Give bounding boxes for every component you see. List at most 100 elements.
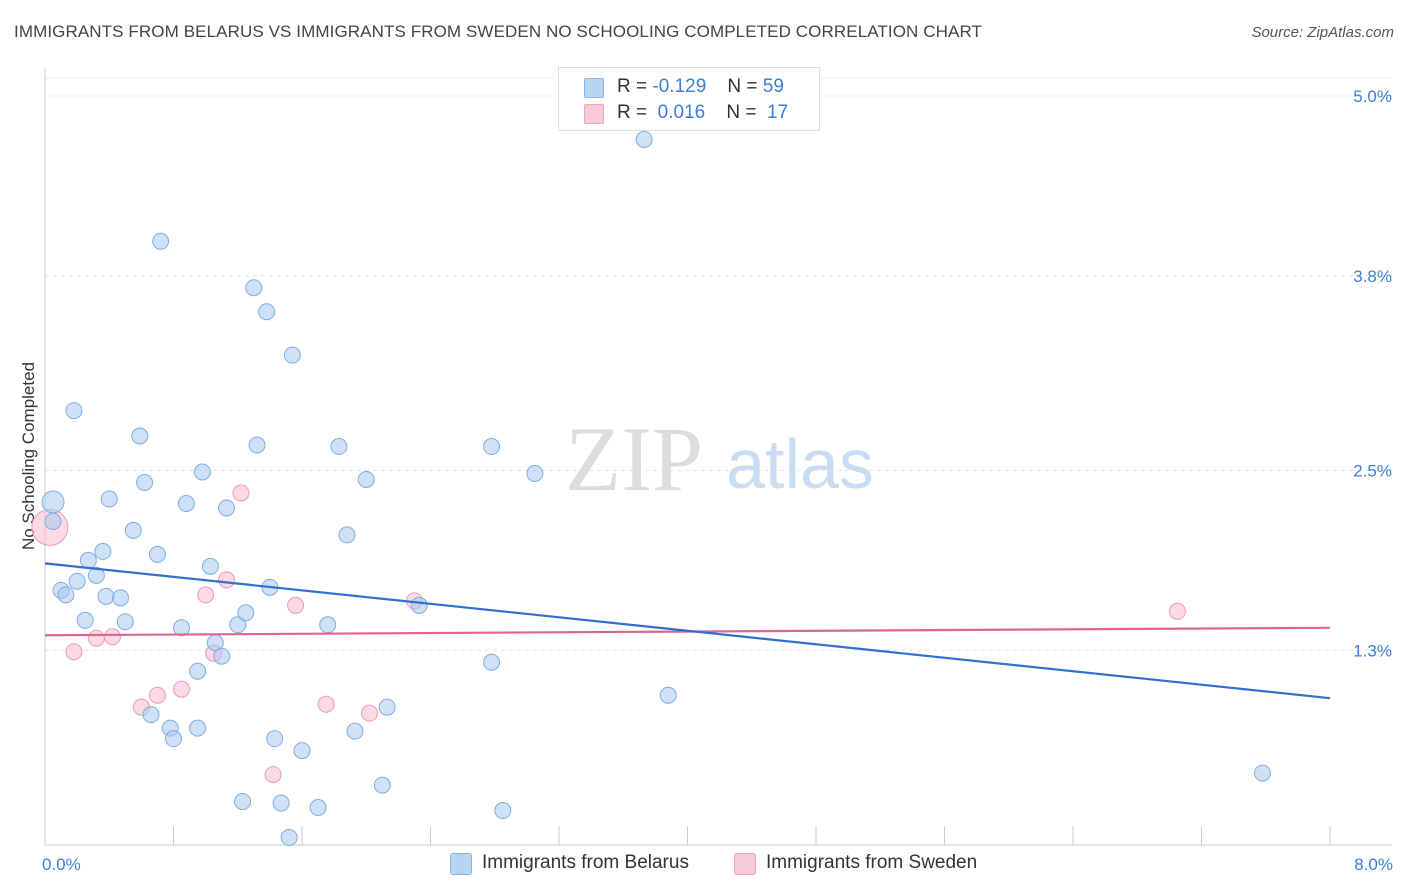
x-tick-label: 8.0% <box>1354 855 1393 874</box>
watermark-zip: ZIP <box>565 408 703 510</box>
series-label-sweden: Immigrants from Sweden <box>766 852 978 873</box>
belarus-point <box>173 619 191 637</box>
belarus-point <box>266 730 284 748</box>
belarus-point <box>338 526 356 544</box>
belarus-point <box>346 722 364 740</box>
belarus-point <box>635 130 653 148</box>
chart-title: IMMIGRANTS FROM BELARUS VS IMMIGRANTS FR… <box>14 22 983 41</box>
belarus-point <box>44 512 62 530</box>
sweden-point <box>173 680 191 698</box>
sweden-point <box>148 686 166 704</box>
belarus-point <box>189 662 207 680</box>
belarus-point <box>142 706 160 724</box>
y-tick-label: 5.0% <box>1353 87 1392 106</box>
belarus-point <box>272 794 290 812</box>
trend-line-belarus <box>44 562 1331 700</box>
legend-n-value: 17 <box>767 102 789 123</box>
legend-r-label: R = <box>617 76 648 97</box>
y-axis-label: No Schooling Completed <box>19 362 38 550</box>
belarus-point <box>357 470 375 488</box>
belarus-point <box>526 464 544 482</box>
belarus-point <box>193 463 211 481</box>
belarus-point <box>1254 764 1272 782</box>
belarus-point <box>494 802 512 820</box>
axes <box>44 68 1392 846</box>
legend-swatch-sweden <box>584 104 604 124</box>
belarus-point <box>378 698 396 716</box>
watermark-atlas: atlas <box>726 425 874 503</box>
belarus-point <box>65 402 83 420</box>
belarus-point <box>136 473 154 491</box>
legend-swatch-belarus <box>584 78 604 98</box>
sweden-point <box>65 643 83 661</box>
belarus-point <box>148 545 166 563</box>
belarus-point <box>116 613 134 631</box>
legend-n-value: 59 <box>762 76 784 97</box>
belarus-point <box>57 586 75 604</box>
belarus-point <box>483 438 501 456</box>
belarus-point <box>41 490 65 514</box>
gridlines <box>45 77 1392 651</box>
belarus-point <box>283 346 301 364</box>
sweden-point <box>87 629 105 647</box>
legend-r-value: 0.016 <box>657 102 706 123</box>
belarus-point <box>258 303 276 321</box>
belarus-point <box>100 490 118 508</box>
belarus-point <box>87 566 105 584</box>
x-tick-labels: 0.0% 8.0% <box>42 855 1393 874</box>
belarus-point <box>68 572 86 590</box>
belarus-point <box>229 616 247 634</box>
legend-n-label: N = <box>726 102 757 123</box>
series-belarus-points <box>41 130 1272 847</box>
watermark: ZIP atlas <box>565 408 874 510</box>
belarus-point <box>237 604 255 622</box>
belarus-point <box>76 611 94 629</box>
y-tick-labels: 1.3% 2.5% 3.8% 5.0% <box>1353 87 1392 660</box>
correlation-legend: R = -0.129 N = 59 R = 0.016 N = 17 <box>558 67 820 131</box>
belarus-point <box>152 232 170 250</box>
belarus-point <box>79 551 97 569</box>
belarus-point <box>245 279 263 297</box>
belarus-point <box>483 653 501 671</box>
belarus-point <box>131 427 149 445</box>
legend-r-label: R = <box>617 102 648 123</box>
belarus-point <box>165 730 182 748</box>
y-tick-label: 2.5% <box>1353 462 1392 481</box>
belarus-point <box>111 589 129 607</box>
belarus-point <box>213 647 231 665</box>
sweden-point <box>218 571 236 589</box>
belarus-point <box>218 499 236 517</box>
y-tick-label: 1.3% <box>1353 641 1392 660</box>
belarus-point <box>410 596 428 614</box>
legend-n-label: N = <box>727 76 758 97</box>
sweden-point <box>317 695 335 713</box>
sweden-point <box>287 596 305 614</box>
belarus-point <box>319 616 337 634</box>
belarus-point <box>373 776 391 794</box>
source-label: Source: ZipAtlas.com <box>1251 24 1394 41</box>
belarus-point <box>234 793 252 811</box>
series-swatch-sweden <box>734 853 756 875</box>
belarus-point <box>293 742 311 760</box>
belarus-point <box>330 438 348 456</box>
sweden-point <box>360 704 378 722</box>
belarus-point <box>659 686 677 704</box>
series-swatch-belarus <box>450 853 472 875</box>
y-tick-label: 3.8% <box>1353 267 1392 286</box>
belarus-point <box>124 521 142 539</box>
sweden-point <box>232 484 250 502</box>
belarus-point <box>248 436 266 454</box>
belarus-point <box>177 494 195 512</box>
belarus-point <box>97 587 115 605</box>
sweden-point <box>264 766 282 784</box>
trend-lines <box>44 562 1331 700</box>
sweden-point <box>197 586 215 604</box>
belarus-point <box>309 799 327 817</box>
belarus-point <box>280 829 298 847</box>
belarus-point <box>201 557 219 575</box>
x-tick-label: 0.0% <box>42 855 81 874</box>
legend-r-value: -0.129 <box>652 76 707 97</box>
belarus-point <box>189 719 207 737</box>
belarus-point <box>94 542 112 560</box>
